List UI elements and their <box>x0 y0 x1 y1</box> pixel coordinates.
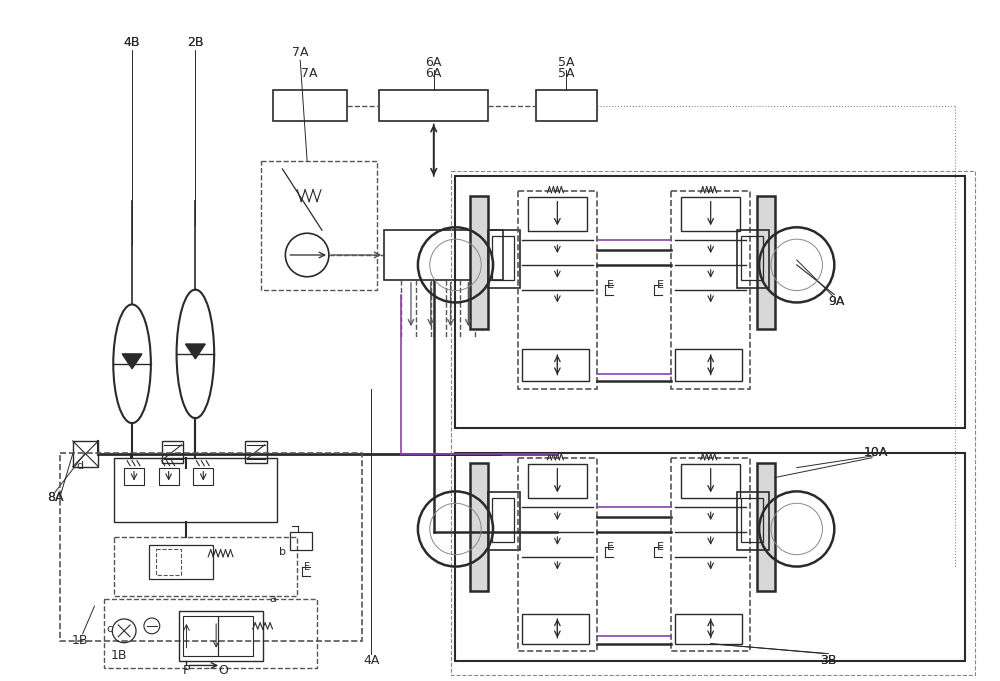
Bar <box>451 171 975 676</box>
Bar <box>675 349 742 381</box>
Text: O: O <box>218 664 228 677</box>
Text: E: E <box>607 280 614 289</box>
Bar <box>455 453 965 661</box>
Bar <box>159 468 179 486</box>
Text: 3B: 3B <box>820 654 837 667</box>
Bar <box>741 498 763 542</box>
Bar <box>245 441 267 462</box>
Bar <box>124 468 144 486</box>
Bar <box>73 441 98 466</box>
Bar <box>522 349 589 381</box>
Text: 9A: 9A <box>828 295 844 308</box>
Bar <box>671 191 750 389</box>
Bar <box>470 462 488 591</box>
Bar <box>179 611 263 661</box>
Bar <box>455 176 965 428</box>
Bar <box>114 458 277 522</box>
Bar <box>741 236 763 280</box>
Text: P: P <box>183 664 190 677</box>
Bar <box>757 462 775 591</box>
Text: 5A: 5A <box>558 56 575 69</box>
Bar <box>379 90 488 121</box>
Text: 9A: 9A <box>828 295 844 308</box>
Text: 5A: 5A <box>558 67 575 80</box>
Bar <box>149 545 213 580</box>
Bar <box>273 90 347 121</box>
Text: 4B: 4B <box>124 36 140 49</box>
Bar <box>528 197 587 232</box>
Text: 3B: 3B <box>820 654 837 667</box>
Bar <box>492 236 514 280</box>
Bar <box>162 441 183 462</box>
Text: 2B: 2B <box>187 36 204 49</box>
Text: 7A: 7A <box>292 46 308 59</box>
Text: 10A: 10A <box>864 446 888 459</box>
Text: d: d <box>76 460 83 471</box>
Bar <box>536 90 597 121</box>
Bar <box>114 537 297 597</box>
Bar <box>681 464 740 498</box>
Bar <box>492 498 514 542</box>
Bar <box>60 453 362 641</box>
Text: 7A: 7A <box>301 67 317 80</box>
Text: a: a <box>269 595 276 604</box>
Bar <box>488 492 520 550</box>
Bar <box>681 197 740 232</box>
Text: 4B: 4B <box>124 36 140 49</box>
Text: E: E <box>657 542 664 552</box>
Bar <box>757 195 775 329</box>
Text: 10A: 10A <box>864 446 888 459</box>
Text: 1B: 1B <box>111 649 127 662</box>
Text: 8A: 8A <box>47 491 63 504</box>
Text: 6A: 6A <box>426 67 442 80</box>
Bar <box>528 464 587 498</box>
Polygon shape <box>122 354 142 368</box>
Text: 6A: 6A <box>426 56 442 69</box>
Bar <box>675 614 742 644</box>
Bar <box>218 616 253 656</box>
Bar <box>518 458 597 650</box>
Text: 4A: 4A <box>363 654 380 667</box>
Bar <box>104 599 317 669</box>
Bar <box>737 230 769 287</box>
Bar <box>384 230 503 280</box>
Polygon shape <box>185 344 205 359</box>
Bar <box>193 468 213 486</box>
Text: 8A: 8A <box>47 491 63 504</box>
Bar <box>522 614 589 644</box>
Bar <box>671 458 750 650</box>
Bar <box>156 549 181 575</box>
Text: E: E <box>607 542 614 552</box>
Bar <box>183 616 218 656</box>
Text: b: b <box>279 547 286 557</box>
Text: c: c <box>106 624 112 634</box>
Bar <box>737 492 769 550</box>
Bar <box>488 230 520 287</box>
Text: 2B: 2B <box>187 36 204 49</box>
Text: E: E <box>304 562 310 571</box>
Bar <box>518 191 597 389</box>
Text: 1B: 1B <box>71 634 88 647</box>
Bar <box>261 161 377 289</box>
Bar <box>290 532 312 550</box>
Bar <box>470 195 488 329</box>
Text: E: E <box>657 280 664 289</box>
